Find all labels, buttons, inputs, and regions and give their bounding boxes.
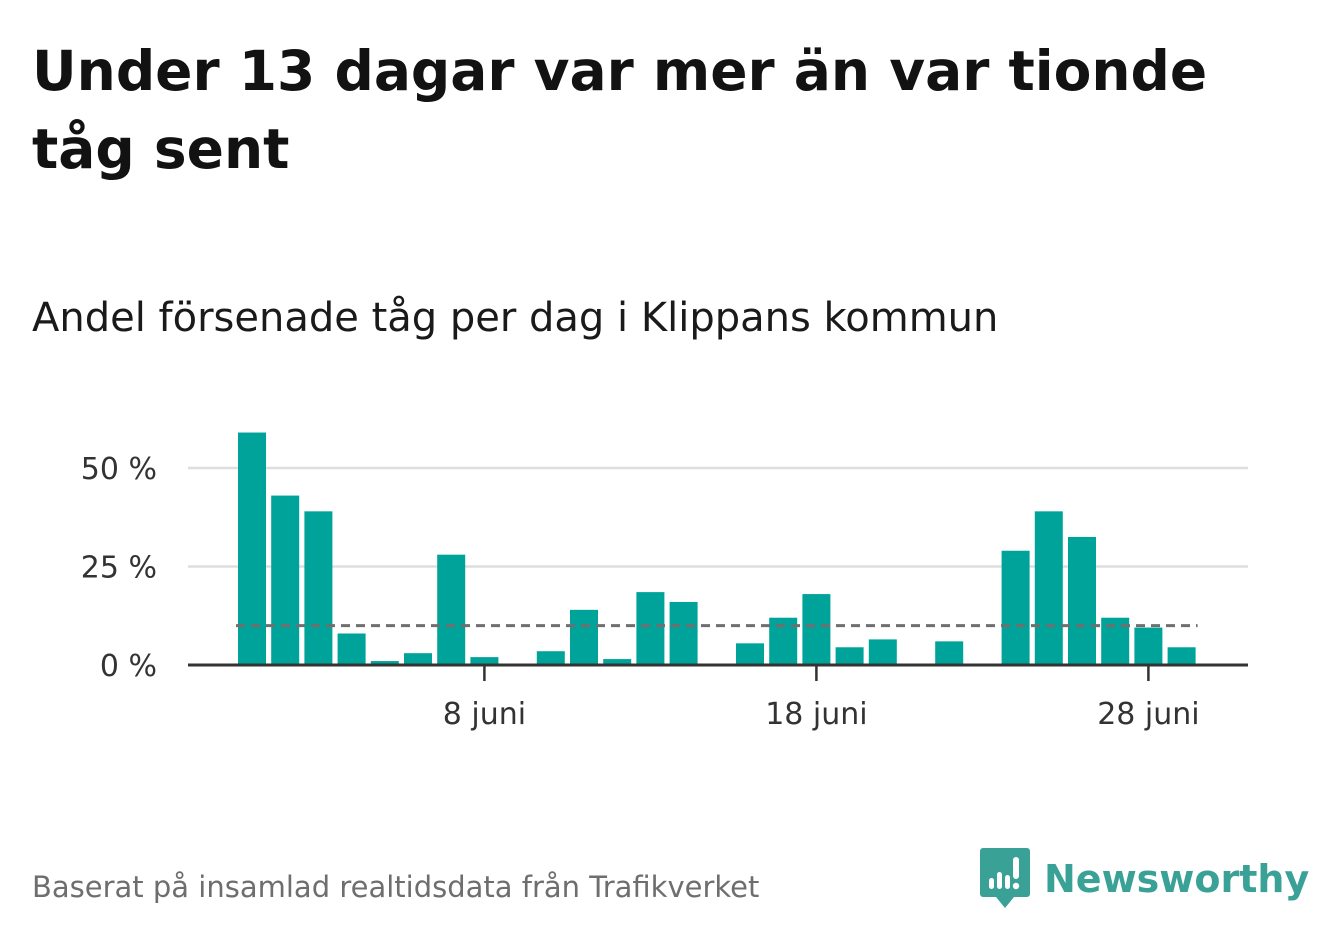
x-axis-labels: 8 juni 18 juni 28 juni xyxy=(443,697,1200,732)
source-note: Baserat på insamlad realtidsdata från Tr… xyxy=(32,870,760,904)
bar xyxy=(238,432,266,665)
bar xyxy=(669,601,698,665)
bar xyxy=(1034,511,1063,665)
x-tick-label: 8 juni xyxy=(443,697,526,732)
y-tick-label: 25 % xyxy=(81,551,157,586)
bar xyxy=(1001,550,1030,665)
bar xyxy=(603,659,632,665)
bar xyxy=(404,653,432,665)
chart-title: Under 13 dagar var mer än var tionde tåg… xyxy=(32,39,1208,181)
newsworthy-logo-icon xyxy=(980,848,1030,908)
bar xyxy=(337,633,366,665)
y-tick-label: 50 % xyxy=(81,452,157,487)
bar xyxy=(470,657,499,665)
bar xyxy=(570,609,598,665)
y-axis-labels: 0 % 25 % 50 % xyxy=(81,452,157,684)
chart-subtitle: Andel försenade tåg per dag i Klippans k… xyxy=(32,295,999,341)
bar xyxy=(1068,536,1096,665)
brand-name: Newsworthy xyxy=(1044,857,1310,901)
bar xyxy=(536,651,565,665)
brand-logo: Newsworthy xyxy=(980,847,1309,911)
bar xyxy=(1167,647,1196,665)
bar xyxy=(636,592,665,665)
bar xyxy=(802,594,831,665)
bar xyxy=(935,641,964,665)
bar xyxy=(835,647,864,665)
x-tick-label: 28 juni xyxy=(1097,697,1199,732)
bar xyxy=(304,511,333,665)
bar xyxy=(868,639,897,665)
bars xyxy=(238,432,1196,665)
bar xyxy=(736,643,764,665)
bar xyxy=(370,661,399,665)
x-tick-label: 18 juni xyxy=(765,697,867,732)
x-axis xyxy=(188,663,1248,681)
bar xyxy=(1134,627,1163,665)
y-tick-label: 0 % xyxy=(100,649,157,684)
bar xyxy=(437,554,466,665)
bar xyxy=(271,495,300,665)
